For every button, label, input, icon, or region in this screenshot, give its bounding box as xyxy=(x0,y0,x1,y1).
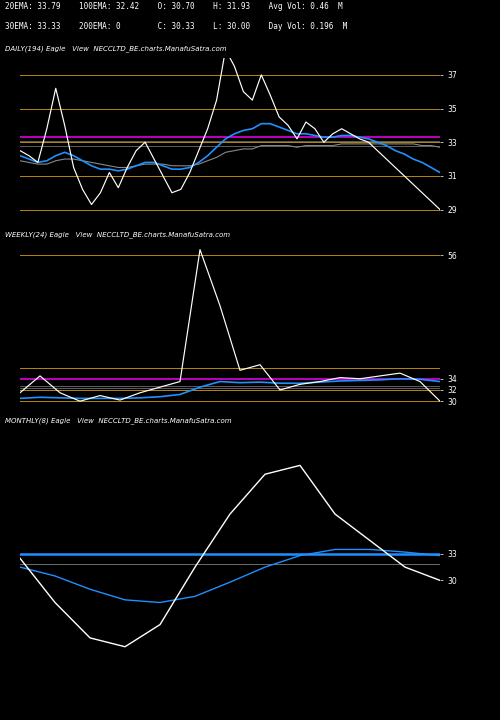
Text: 20EMA: 33.79    100EMA: 32.42    O: 30.70    H: 31.93    Avg Vol: 0.46  M: 20EMA: 33.79 100EMA: 32.42 O: 30.70 H: 3… xyxy=(5,2,342,11)
Text: MONTHLY(8) Eagle   View  NECCLTD_BE.charts.ManafuSatra.com: MONTHLY(8) Eagle View NECCLTD_BE.charts.… xyxy=(5,418,232,424)
Text: WEEKLY(24) Eagle   View  NECCLTD_BE.charts.ManafuSatra.com: WEEKLY(24) Eagle View NECCLTD_BE.charts.… xyxy=(5,232,230,238)
Text: 30EMA: 33.33    200EMA: 0        C: 30.33    L: 30.00    Day Vol: 0.196  M: 30EMA: 33.33 200EMA: 0 C: 30.33 L: 30.00… xyxy=(5,22,347,31)
Text: DAILY(194) Eagle   View  NECCLTD_BE.charts.ManafuSatra.com: DAILY(194) Eagle View NECCLTD_BE.charts.… xyxy=(5,45,226,53)
